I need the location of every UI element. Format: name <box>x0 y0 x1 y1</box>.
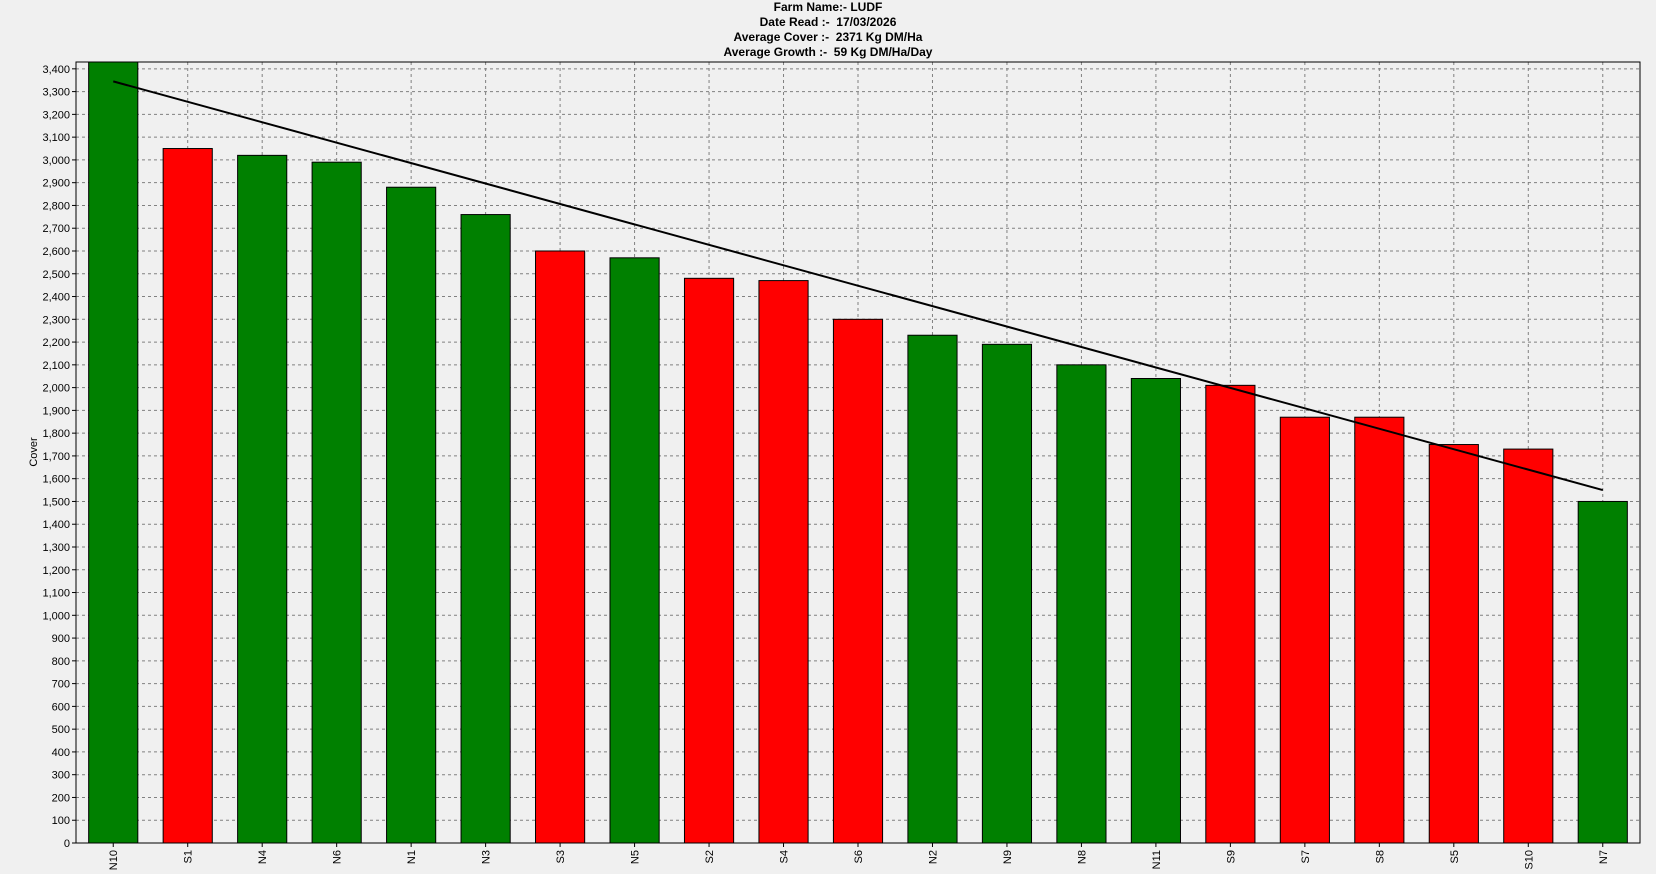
bar-n9 <box>981 343 1033 844</box>
average-cover: Average Cover :- 2371 Kg DM/Ha <box>733 30 923 44</box>
bar-n4 <box>237 154 288 844</box>
y-tick-label: 3,000 <box>42 155 70 167</box>
y-tick-label: 2,300 <box>42 314 70 326</box>
bars <box>88 61 1628 844</box>
x-tick-label: N6 <box>332 850 344 864</box>
y-tick-label: 2,200 <box>42 337 70 349</box>
y-tick-label: 1,800 <box>42 428 70 440</box>
x-tick-label: N4 <box>257 850 269 864</box>
y-tick-label: 2,500 <box>42 269 70 281</box>
x-tick-label: N11 <box>1151 850 1163 869</box>
y-tick-label: 2,100 <box>42 360 70 372</box>
x-tick-label: N1 <box>406 850 418 864</box>
bar-n3 <box>460 214 511 844</box>
bar-s6 <box>832 318 884 844</box>
x-tick-label: S3 <box>555 850 567 863</box>
farm-name: Farm Name:- LUDF <box>773 0 883 14</box>
bar-n2 <box>907 334 958 844</box>
average-growth: Average Growth :- 59 Kg DM/Ha/Day <box>723 45 933 59</box>
y-tick-label: 2,000 <box>42 383 70 395</box>
x-tick-label: S4 <box>779 850 791 863</box>
bar-n1 <box>386 186 437 844</box>
x-tick-label: N7 <box>1598 850 1610 864</box>
chart-header: Farm Name:- LUDF Date Read :- 17/03/2026… <box>0 0 1656 60</box>
bar-s2 <box>683 277 735 844</box>
y-tick-label: 100 <box>52 815 70 827</box>
bar-s5 <box>1428 444 1479 844</box>
bar-s9 <box>1205 384 1256 844</box>
x-tick-label: S7 <box>1300 850 1312 863</box>
y-tick-label: 1,300 <box>42 542 70 554</box>
y-tick-label: 3,200 <box>42 109 70 121</box>
bar-s7 <box>1279 416 1330 844</box>
y-tick-label: 3,300 <box>42 87 70 99</box>
bar-n11 <box>1130 377 1181 844</box>
bar-n7 <box>1577 500 1628 844</box>
y-axis-label: Cover <box>28 437 40 467</box>
bar-s3 <box>535 250 586 844</box>
x-tick-label: N8 <box>1076 850 1088 864</box>
y-tick-label: 1,700 <box>42 451 70 463</box>
y-tick-label: 1,100 <box>42 588 70 600</box>
x-tick-label: N5 <box>630 850 642 864</box>
bar-s10 <box>1503 448 1554 844</box>
x-tick-label: S5 <box>1449 850 1461 863</box>
x-tick-label: N9 <box>1002 850 1014 864</box>
bar-s4 <box>758 280 809 844</box>
x-tick-label: S8 <box>1374 850 1386 863</box>
x-tick-label: S9 <box>1225 850 1237 863</box>
x-tick-label: N10 <box>108 850 120 870</box>
y-tick-label: 1,900 <box>42 405 70 417</box>
y-tick-label: 2,900 <box>42 178 70 190</box>
bar-n6 <box>311 161 362 844</box>
bar-s8 <box>1354 416 1405 844</box>
axes: 0 100 200 300 400 500 600 700 800 900 1,000 1,100 1,… <box>42 61 1641 870</box>
y-tick-label: 200 <box>52 792 70 804</box>
x-tick-label: S6 <box>853 850 865 863</box>
trend-line <box>112 80 1604 492</box>
y-tick-label: 1,400 <box>42 519 70 531</box>
y-tick-label: 2,600 <box>42 246 70 258</box>
bar-s1 <box>162 148 213 844</box>
x-tick-label: S10 <box>1523 850 1535 870</box>
y-tick-label: 1,200 <box>42 565 70 577</box>
y-tick-label: 3,100 <box>42 132 70 144</box>
bar-n5 <box>609 257 660 844</box>
y-tick-label: 2,400 <box>42 292 70 304</box>
date-read: Date Read :- 17/03/2026 <box>759 15 897 29</box>
bar-n8 <box>1056 364 1107 844</box>
y-tick-label: 2,700 <box>42 223 70 235</box>
bar-n10 <box>88 61 139 844</box>
x-tick-label: N3 <box>481 850 493 864</box>
y-tick-label: 1,600 <box>42 474 70 486</box>
x-tick-label: S2 <box>704 850 716 863</box>
y-tick-label: 300 <box>52 770 70 782</box>
y-tick-label: 1,500 <box>42 496 70 508</box>
y-tick-label: 900 <box>52 633 70 645</box>
y-tick-label: 500 <box>52 724 70 736</box>
y-tick-label: 800 <box>52 656 70 668</box>
trend <box>112 80 1604 492</box>
y-tick-label: 2,800 <box>42 200 70 212</box>
y-tick-label: 1,000 <box>42 610 70 622</box>
x-tick-label: S1 <box>183 850 195 863</box>
y-tick-label: 400 <box>52 747 70 759</box>
y-tick-label: 3,400 <box>42 64 70 76</box>
y-tick-label: 700 <box>52 679 70 691</box>
y-tick-label: 600 <box>52 701 70 713</box>
x-tick-label: N2 <box>927 850 939 864</box>
y-tick-label: 0 <box>64 838 70 850</box>
